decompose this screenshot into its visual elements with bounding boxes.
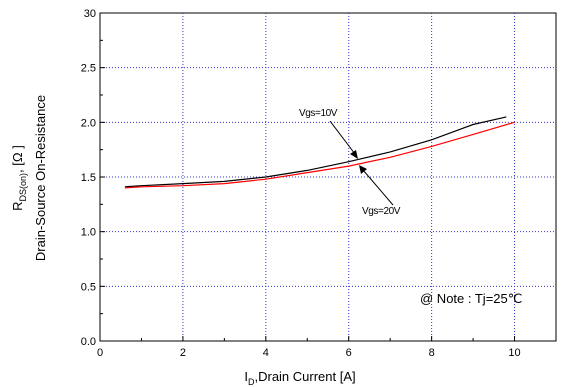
vgs20-arrow-line <box>362 169 394 206</box>
tick-marks <box>99 12 516 342</box>
x-axis-title-main: I <box>244 369 248 384</box>
y-tick-label: 0.0 <box>81 336 96 348</box>
y-axis-title-line2: Drain-Source On-Resistance <box>33 95 48 261</box>
y-tick-label: 0.5 <box>81 281 96 293</box>
x-tick-label: 4 <box>263 347 269 359</box>
y-axis-title-main: R <box>10 201 25 210</box>
x-tick-label: 2 <box>180 347 186 359</box>
x-tick-label: 8 <box>429 347 435 359</box>
x-tick-label: 6 <box>346 347 352 359</box>
vgs10-arrow-head <box>350 150 358 159</box>
y-tick-label: 1.0 <box>81 227 96 239</box>
x-axis-title-rest: ,Drain Current [A] <box>254 369 355 384</box>
annotation-arrows <box>329 120 394 206</box>
x-tick-label: 0 <box>97 347 103 359</box>
series-lines <box>124 116 515 189</box>
vgs20-arrow-head <box>359 165 367 174</box>
y-tick-label: 2.0 <box>81 117 96 129</box>
grid <box>100 13 556 341</box>
y-axis-title-sub: DS(on) <box>18 173 28 202</box>
y-axis-title-rest: , [Ω ] <box>10 145 25 173</box>
vgs10-arrow-line <box>329 120 356 155</box>
y-axis-title-line1: RDS(on), [Ω ] <box>10 145 28 211</box>
x-tick-label: 10 <box>508 347 520 359</box>
y-tick-label: 2.5 <box>81 63 96 75</box>
x-axis-title-sub: D <box>248 377 255 387</box>
y-tick-labels: 0.0 0.5 1.0 1.5 2.0 2.5 30 <box>81 8 96 348</box>
vgs20-label: Vgs=20V <box>362 206 401 217</box>
series-vgs20-line <box>124 121 515 189</box>
note-label: @ Note : Tj=25℃ <box>420 291 522 306</box>
vgs10-label: Vgs=10V <box>299 108 338 119</box>
x-axis-title: ID,Drain Current [A] <box>244 369 355 387</box>
y-tick-label: 30 <box>84 8 96 20</box>
series-vgs10-line <box>124 116 507 188</box>
y-tick-label: 1.5 <box>81 172 96 184</box>
x-tick-labels: 0 2 4 6 8 10 <box>97 347 521 359</box>
